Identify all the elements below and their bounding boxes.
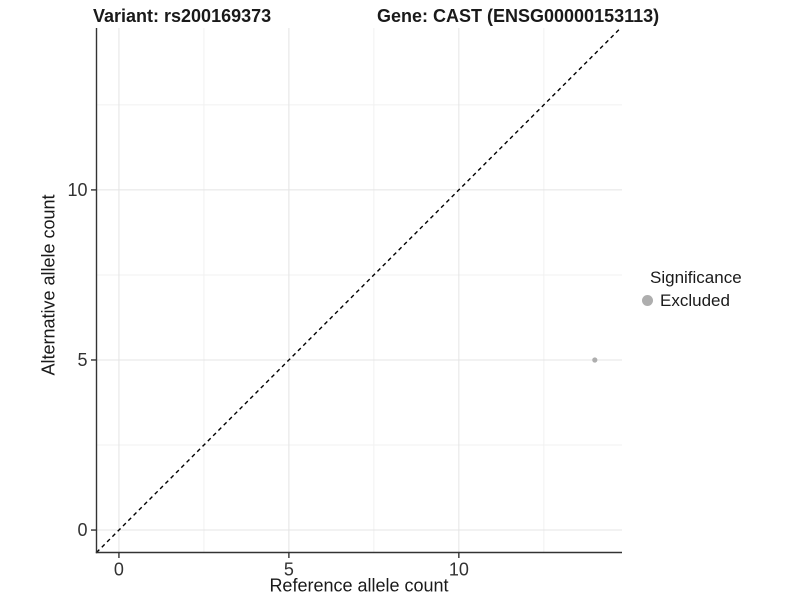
legend: Significance Excluded: [638, 268, 742, 310]
legend-item-label: Excluded: [660, 291, 730, 310]
x-tick-label: 10: [449, 560, 469, 580]
legend-item-excluded: Excluded: [638, 291, 742, 310]
data-point: [592, 357, 598, 363]
variant-title: Variant: rs200169373: [93, 6, 272, 26]
gene-title: Gene: CAST (ENSG00000153113): [377, 6, 660, 26]
y-tick-label: 10: [67, 180, 87, 200]
legend-key-dot: [642, 295, 653, 306]
identity-line: [96, 27, 622, 553]
y-tick-label: 0: [77, 520, 87, 540]
x-tick-label: 5: [284, 560, 294, 580]
legend-title: Significance: [650, 268, 742, 287]
y-tick-label: 5: [77, 350, 87, 370]
x-axis-title: Reference allele count: [269, 575, 449, 596]
x-tick-label: 0: [114, 560, 124, 580]
